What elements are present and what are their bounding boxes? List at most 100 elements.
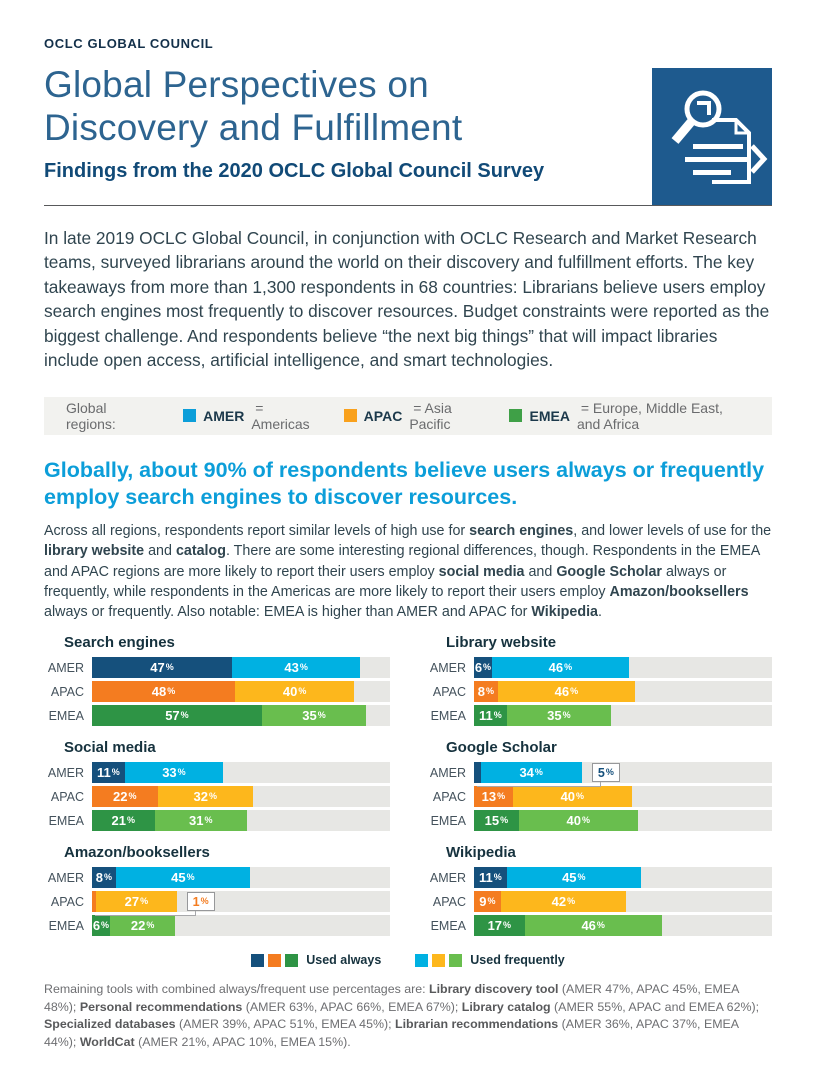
row-label-apac: APAC	[50, 894, 84, 909]
chart-row-amazon-booksellers-amer: AMER 8% 45%	[44, 867, 390, 889]
percent-label: 22%	[113, 789, 137, 805]
chart-row-social-media-amer: AMER 11% 33%	[44, 762, 390, 784]
percent-label: 11%	[479, 708, 502, 724]
percent-label: 32%	[193, 789, 217, 805]
bar-segment-used-frequently: 45%	[115, 867, 250, 889]
intro-paragraph: In late 2019 OCLC Global Council, in con…	[44, 227, 770, 371]
bar-track: 13% 40%	[474, 786, 772, 808]
bar-track: 11% 33%	[92, 762, 390, 784]
row-label-amer: AMER	[429, 660, 466, 675]
chart-row-social-media-apac: APAC 22% 32%	[44, 786, 390, 808]
chart-row-wikipedia-emea: EMEA 17% 46%	[426, 915, 772, 937]
chart-library-website: Library website AMER 6% 46% APAC 8% 46% EMEA 11%…	[426, 634, 772, 729]
bar-track: 8% 45%	[92, 867, 390, 889]
bar-segment-used-always: 21%	[92, 810, 155, 832]
percent-label: 48%	[151, 684, 176, 700]
bar-segment-used-always: 13%	[474, 786, 513, 808]
percent-label: 46%	[554, 684, 579, 700]
legend-swatch-emea-always	[285, 953, 299, 967]
bar-track: 6% 46%	[474, 657, 772, 679]
bar-segment-used-always: 8%	[92, 867, 116, 889]
text-run: , and lower levels of use for the	[573, 523, 772, 539]
text-run: and	[524, 563, 557, 580]
bar-segment-used-frequently: 45%	[506, 867, 641, 889]
bold-term: Amazon/booksellers	[609, 583, 749, 600]
bar-segment-used-always: 15%	[474, 810, 519, 832]
chart-amazon-booksellers: Amazon/booksellers AMER 8% 45% APAC 27% 1% EMEA…	[44, 844, 390, 939]
chart-social-media: Social media AMER 11% 33% APAC 22% 32% EMEA 21% 3…	[44, 739, 390, 834]
bar-track: 57% 35%	[92, 705, 390, 727]
bold-term: Librarian recommendations	[395, 1017, 559, 1032]
percent-label: 57%	[165, 708, 189, 724]
row-label-apac: APAC	[432, 684, 466, 699]
chart-row-library-website-apac: APAC 8% 46%	[426, 681, 772, 703]
percent-label: 40%	[282, 684, 307, 700]
row-label-apac: APAC	[50, 789, 84, 804]
footer-paragraph: Remaining tools with combined always/fre…	[44, 981, 772, 1050]
region-legend-item-emea: EMEA = Europe, Middle East, and Africa	[509, 400, 750, 432]
percent-label: 35%	[302, 708, 326, 724]
legend-swatch-amer-always	[251, 953, 265, 967]
text-run: always or frequently. Also notable: EMEA…	[44, 604, 532, 621]
bar-segment-used-always: 22%	[92, 786, 158, 808]
percent-label: 8%	[95, 870, 113, 886]
percent-label: 17%	[487, 918, 512, 934]
percent-label: 35%	[547, 708, 571, 724]
row-label-amer: AMER	[429, 870, 466, 885]
report-page: OCLC GLOBAL COUNCIL Global Perspectives …	[0, 36, 816, 1051]
row-label-emea: EMEA	[48, 708, 84, 723]
row-label-emea: EMEA	[430, 918, 466, 933]
region-swatch-apac	[343, 409, 357, 423]
bar-segment-used-frequently: 40%	[235, 681, 355, 703]
percent-label: 6%	[474, 660, 492, 676]
percent-label: 33%	[162, 765, 186, 781]
callout-leader-line	[95, 904, 196, 917]
region-code: APAC	[363, 407, 403, 424]
chart-row-amazon-booksellers-apac: APAC 27% 1%	[44, 891, 390, 917]
percent-label: 27%	[124, 894, 149, 910]
bold-term: Personal recommendations	[79, 999, 243, 1014]
bar-segment-used-frequently: 35%	[261, 705, 367, 727]
bar-segment-used-frequently: 40%	[518, 810, 638, 832]
bold-term: Google Scholar	[556, 563, 662, 580]
chart-row-social-media-emea: EMEA 21% 31%	[44, 810, 390, 832]
row-label-apac: APAC	[432, 789, 466, 804]
text-run: and	[144, 543, 176, 560]
page-title-line1: Global Perspectives on	[44, 64, 429, 105]
row-label-apac: APAC	[432, 894, 466, 909]
chart-row-google-scholar-apac: APAC 13% 40%	[426, 786, 772, 808]
percent-label: 47%	[150, 660, 174, 676]
bar-segment-used-frequently: 46%	[491, 657, 629, 679]
percent-label: 31%	[189, 813, 213, 829]
bold-term: Library catalog	[461, 999, 551, 1014]
percent-label: 46%	[548, 660, 573, 676]
bar-track: 8% 46%	[474, 681, 772, 703]
chart-row-search-engines-apac: APAC 48% 40%	[44, 681, 390, 703]
section-headline: Globally, about 90% of respondents belie…	[44, 457, 765, 509]
bar-segment-used-always: 17%	[474, 915, 525, 937]
row-label-amer: AMER	[429, 765, 466, 780]
bar-segment-used-frequently: 46%	[524, 915, 662, 937]
percent-label: 9%	[479, 894, 496, 910]
text-run: .	[598, 604, 602, 621]
global-regions-items: AMER = Americas APAC = Asia Pacific EMEA =…	[183, 400, 750, 432]
text-run: (AMER 21%, APAC 10%, EMEA 15%).	[134, 1034, 351, 1049]
bar-segment-used-always: 11%	[474, 705, 507, 727]
bar-segment-used-frequently: 33%	[124, 762, 224, 784]
header-divider	[44, 204, 772, 206]
percent-label: 13%	[481, 789, 506, 805]
bar-track: 17% 46%	[474, 915, 772, 937]
percent-label: 40%	[566, 813, 591, 829]
percent-label: 11%	[97, 765, 120, 781]
bar-segment-used-always: 48%	[92, 681, 236, 703]
chart-wikipedia: Wikipedia AMER 11% 45% APAC 9% 42% EMEA 17% 46%	[426, 844, 772, 939]
percent-label: 46%	[581, 918, 605, 934]
bar-segment-used-frequently: 42%	[500, 891, 626, 913]
region-swatch-emea	[509, 409, 523, 423]
chart-row-wikipedia-amer: AMER 11% 45%	[426, 867, 772, 889]
callout-used-always: 1%	[186, 892, 215, 912]
percent-label: 15%	[484, 813, 509, 829]
bar-segment-used-always: 11%	[92, 762, 125, 784]
bar-track: 11% 45%	[474, 867, 772, 889]
bar-track: 22% 32%	[92, 786, 390, 808]
